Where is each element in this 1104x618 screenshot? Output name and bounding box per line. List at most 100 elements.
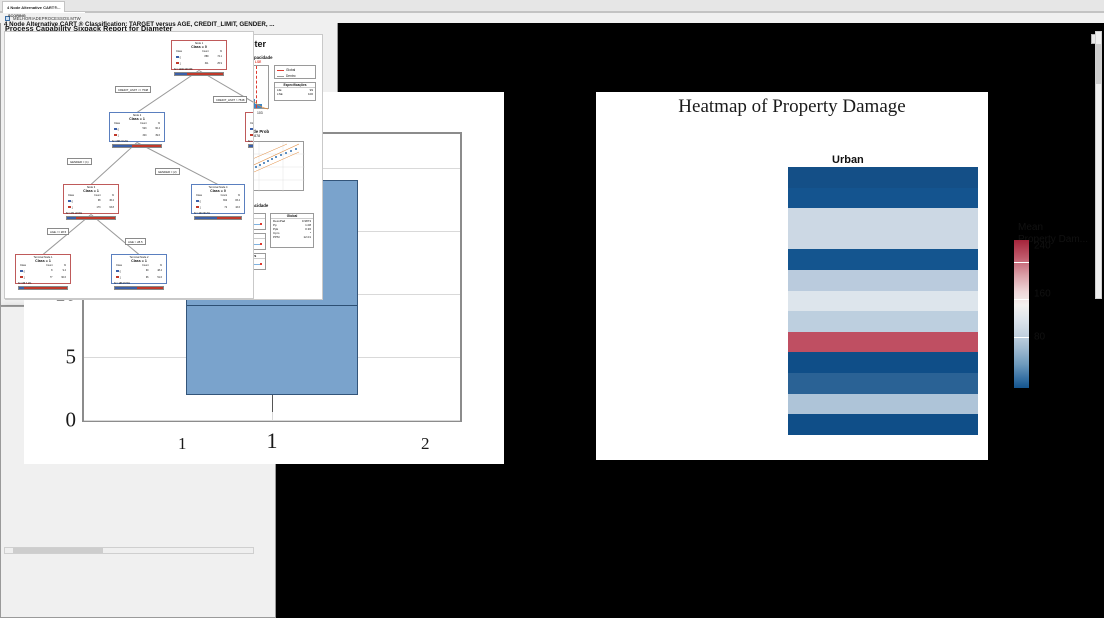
cap-row-value: 1.08 [305,223,311,227]
boxplot-ytick: 0 [65,407,77,432]
boxplot-x-tick-label: 1 [266,428,278,453]
cart-node-label: Terminal Node 4 [208,186,228,189]
cart-node[interactable]: Terminal Node 4 Class = 0 Class Count% 0 362… [191,184,245,220]
heatmap-cell [788,249,978,271]
cart-split-label: CREDIT_LIMIT <= 7548 [115,86,152,93]
histogram-spec-box-title: Especificações [275,83,315,88]
cap-row-name: Cpm [273,231,280,235]
cart-class-swatch [250,133,253,137]
sixpack-file-bar: MELHORIADEPROCESSOS.MTW [0,13,1104,23]
cart-class-swatch [250,127,253,131]
cart-node-total: N = 186 15.5% [114,282,130,286]
cart-node-bar [112,144,162,148]
heatmap-cell [788,414,978,435]
cart-node-bar [18,286,68,290]
cart-node-class: Class = 1 [83,189,99,193]
cart-tab-strip: 4 Node Alternative CART®... [0,0,1104,12]
cart-vertical-scrollbar[interactable] [1095,31,1102,299]
cart-node[interactable]: Terminal Node 2 Class = 1 Class Count% 0 90 4… [111,254,167,290]
cart-node-class: Class = 0 [210,189,226,193]
cart-horizontal-scrollbar[interactable] [4,547,254,554]
histogram-legend: Global Dentro [274,65,316,79]
capability-overall-title: Global [271,214,313,219]
cart-node[interactable]: Node 1 Class = 0 Class Count% 0 889 74.1 1 311… [171,40,227,76]
cart-node-total: N = 397 33.1% [248,140,253,144]
spec-value: 100 [307,92,313,96]
cart-node-bar [194,216,242,220]
cart-node[interactable]: Terminal Node 1 Class = 1 Class Count% 0 8 9.… [15,254,71,290]
cart-split-label: GENDER = (1) [67,158,92,165]
heatmap-cell [788,270,978,291]
heatmap-cell [788,311,978,332]
heatmap-window: Heatmap of Property Damage Urban [596,92,988,460]
cart-class-swatch [196,205,199,209]
cart-horizontal-scroll-thumb[interactable] [13,548,103,553]
cap-row-name: PPM [273,235,280,239]
cart-edge [90,142,138,185]
cap-row-value: 0.36 [305,227,311,231]
heatmap-legend-tick-240: 240 [1034,240,1051,252]
cart-node-table: Class Count% 0 362 83.4 1 72 16.6 [196,194,240,210]
heatmap-colorbar-divider [1014,337,1029,338]
cart-node-bar [66,216,116,220]
legend-label-within: Dentro [286,74,296,78]
spec-name: LSE [277,92,283,96]
heatmap-grid [788,167,978,435]
heatmap-cell [788,393,978,415]
cart-edge [198,70,253,113]
histogram-xtick: 103 [257,111,263,115]
cap-row-name: Ppk [273,227,279,231]
cart-split-label: AGE <= 28.5 [47,228,70,235]
cap-row-name: DesvPad [273,219,286,223]
cart-node-class: Class = 0 [191,45,207,49]
legend-swatch-global [277,69,284,71]
cart-class-swatch [20,275,23,279]
cart-node-total: N = 271 22.6% [66,212,82,216]
cart-node-bar [114,286,164,290]
cart-node-total: N = 1200 100.0% [174,68,193,72]
cart-node-class: Class = 1 [131,259,147,263]
cart-node-table: Class Count% 0 90 48.4 1 96 51.6 [116,264,162,280]
spec-value: 99 [309,88,313,92]
cart-split-label: AGE > 28.5 [125,238,146,245]
cart-vertical-scroll-thumb[interactable] [1096,44,1101,84]
heatmap-legend-title-line2: Property Dam... [1018,234,1089,245]
cart-node[interactable]: Node 2 Class = 1 Class Count% 0 523 60.4 1 343… [109,112,165,148]
spec-name: LIE [277,88,282,92]
heatmap-legend-tick-160: 160 [1034,288,1051,300]
sixpack-report-heading: Process Capability Sixpack Report for Di… [5,24,173,33]
heatmap-cell [788,331,978,353]
cart-node-table: Class Count% 0 889 74.1 1 311 25.9 [176,50,222,66]
cart-edge [90,214,140,255]
heatmap-title: Heatmap of Property Damage [678,96,906,117]
cart-heading: 4 Node Alternative CART ® Classification… [4,21,275,28]
cart-node-label: Node 1 [194,42,204,45]
cart-tab-label: 4 Node Alternative CART®... [7,4,61,10]
cart-node-table: Class Count% 0 98 36.2 1 173 63.8 [68,194,114,210]
cap-row-name: Pp [273,223,277,227]
cart-node-total: N = 85 7.1% [18,282,32,286]
heatmap-column-label: Urban [832,154,864,166]
cart-class-swatch [68,205,71,209]
boxplot-ytick: 5 [65,344,77,369]
heatmap-cell [788,373,978,394]
histogram-usl-line [256,66,257,108]
heatmap-legend-tick-80: 80 [1034,331,1046,343]
cart-node-bar [174,72,224,76]
cart-node[interactable]: Node 3 Class = 1 Class Count% 0 98 36.2 1 173 6… [63,184,119,220]
cart-split-label: CREDIT_LIMIT > 7548 [213,96,248,103]
cart-class-swatch [114,127,117,131]
histogram-usl-label: LSE [255,60,262,64]
heatmap-cell [788,352,978,374]
cart-tab[interactable]: 4 Node Alternative CART®... [2,1,66,12]
cart-node-label: Terminal Node 1 [33,256,53,259]
cart-node-bar [248,144,253,148]
worksheet-icon [5,15,10,21]
cart-class-swatch [20,269,23,273]
cap-row-value: 0.9873 [301,219,311,223]
cap-row-value: 12.01 [303,235,311,239]
cart-scoring-label: SCORING [8,14,26,18]
cart-class-swatch [176,55,179,59]
